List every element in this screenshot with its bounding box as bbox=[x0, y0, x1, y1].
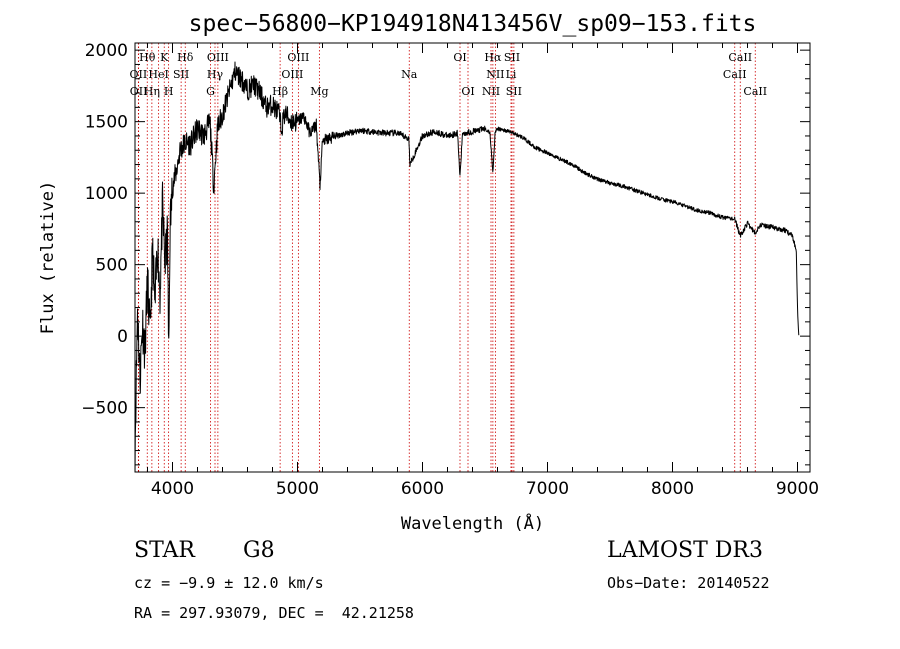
spectrum-line bbox=[135, 61, 800, 472]
spectral-line-label: K bbox=[160, 51, 169, 64]
spectral-line-label: OIII bbox=[287, 51, 309, 64]
x-tick-label: 9000 bbox=[776, 479, 819, 499]
spectral-line-label: SII bbox=[506, 85, 522, 98]
y-axis-label: Flux (relative) bbox=[38, 181, 58, 335]
y-tick-label: 0 bbox=[117, 327, 128, 347]
spectral-line-label: Li bbox=[506, 68, 517, 81]
spectral-line-label: OII bbox=[130, 68, 148, 81]
spectral-line-label: OIII bbox=[281, 68, 303, 81]
x-tick-label: 5000 bbox=[276, 479, 319, 499]
x-tick-label: 6000 bbox=[401, 479, 444, 499]
spectral-line-label: H bbox=[164, 85, 174, 98]
spectral-line-label: CaII bbox=[728, 51, 752, 64]
object-class: STAR bbox=[134, 538, 195, 563]
y-tick-label: 1500 bbox=[85, 113, 128, 133]
y-tick-label: 500 bbox=[96, 256, 128, 276]
spectral-line-label: HeI bbox=[148, 68, 168, 81]
object-subclass: G8 bbox=[243, 538, 275, 563]
spectral-line-label: CaII bbox=[723, 68, 747, 81]
spectral-line-label: NII bbox=[486, 68, 504, 81]
spectral-line-label: Hδ bbox=[177, 51, 194, 64]
spectral-line-label: OI bbox=[461, 85, 474, 98]
y-tick-label: 2000 bbox=[85, 41, 128, 61]
spectral-line-label: Hθ bbox=[139, 51, 156, 64]
coordinates: RA = 297.93079, DEC = 42.21258 bbox=[134, 604, 414, 622]
spectral-line-label: G bbox=[206, 85, 215, 98]
spectral-line-label: Hα bbox=[484, 51, 502, 64]
x-tick-label: 4000 bbox=[151, 479, 194, 499]
x-tick-label: 7000 bbox=[526, 479, 569, 499]
chart-title: spec−56800−KP194918N413456V_sp09−153.fit… bbox=[189, 11, 757, 37]
redshift-info: cz = −9.9 ± 12.0 km/s bbox=[134, 574, 324, 592]
spectral-line-label: Hγ bbox=[207, 68, 224, 81]
spectral-line-label: OIII bbox=[207, 51, 229, 64]
spectral-line-label: OI bbox=[453, 51, 466, 64]
spectral-line-label: Na bbox=[401, 68, 418, 81]
spectral-line-label: Hβ bbox=[272, 85, 288, 98]
spectral-line-label: SII bbox=[504, 51, 520, 64]
x-axis-label: Wavelength (Å) bbox=[401, 512, 544, 534]
x-tick-label: 8000 bbox=[651, 479, 694, 499]
spectral-line-label: NII bbox=[482, 85, 500, 98]
spectral-line-label: Hη bbox=[144, 85, 160, 98]
spectral-line-label: OII bbox=[130, 85, 148, 98]
plot-frame bbox=[134, 42, 811, 473]
spectral-line-label: CaII bbox=[743, 85, 767, 98]
survey-name: LAMOST DR3 bbox=[607, 538, 763, 563]
obs-date: Obs−Date: 20140522 bbox=[607, 574, 770, 592]
spectral-line-markers bbox=[137, 43, 756, 472]
y-tick-label: 1000 bbox=[85, 184, 128, 204]
spectral-line-label: Mg bbox=[310, 85, 328, 98]
spectral-line-label: SII bbox=[173, 68, 189, 81]
y-tick-label: −500 bbox=[81, 399, 128, 419]
